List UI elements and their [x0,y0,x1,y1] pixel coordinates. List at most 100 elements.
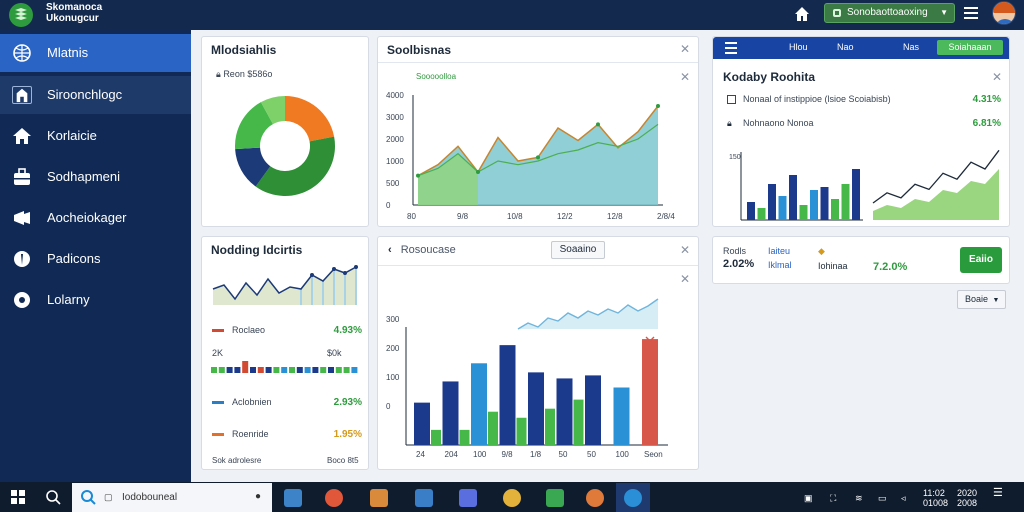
kpi-tab[interactable]: Nas [903,42,920,52]
tray-icon[interactable]: ▣ [804,493,813,503]
stat-block: Iaiteu Iklmal [768,246,792,270]
top-bar: Skomanoca Ukonugcur Sonobaottoaoxing ▼ [0,0,1024,30]
x-tick-label: 12/2 [557,212,573,221]
tray-icon[interactable]: ⛶ [830,493,837,503]
sidebar-item-korlaicie[interactable]: Korlaicie [0,117,191,155]
taskbar-app-icon[interactable] [586,489,604,507]
bar [459,429,470,445]
globe-icon [13,44,31,62]
taskbar-app-icon[interactable] [503,489,521,507]
area-chart: 4000 3000 2000 1000 500 0 Sooooolloa 80 9/8 10/8 1… [386,72,675,221]
stat-block: Rodls 2.02% [723,246,754,270]
hamburger-icon[interactable] [725,42,737,54]
search-icon[interactable] [45,489,61,505]
taskbar-search[interactable]: ▢ Iodobouneal ● [72,483,272,512]
x-tick-label: 24 [416,450,425,459]
close-icon[interactable]: ✕ [680,243,691,257]
strip-cell [218,367,225,373]
strip-cell [328,367,334,373]
x-tick-label: 50 [559,450,568,459]
close-icon[interactable]: ✕ [680,70,691,84]
start-menu-icon[interactable] [11,490,25,504]
card-title: Nodding Idcirtis [211,243,303,257]
bar-chart-card: ‹ Rosoucase Soaaino ✕ ✕ 300 200 100 0 24 204 1… [377,236,699,470]
user-avatar[interactable] [992,1,1016,25]
close-icon[interactable]: ✕ [680,272,691,286]
clock-extra: 2008 [957,498,978,508]
stats-action-button[interactable]: Eaiio [960,247,1002,273]
sidebar-item-label: Sodhapmeni [47,169,120,184]
taskbar-app-icon[interactable] [415,489,433,507]
x-tick-label: 50 [587,450,596,459]
checkbox-icon[interactable] [727,95,736,104]
kpi-tab[interactable]: Hlou [789,42,808,52]
clock-secondary[interactable]: 2020 2008 [957,488,977,508]
taskbar-app-icon[interactable] [325,489,343,507]
x-tick-label: 9/8 [457,212,469,221]
top-trend-line [517,298,659,330]
kpi-row: Nonaal of instippioe (lsioe Scoiabisb) 4… [723,94,1001,106]
trend-row-label: Roclaeo [232,325,266,335]
sparkline-line [212,266,357,301]
clock-year: 2020 [957,488,978,498]
home-icon [13,128,31,144]
bar [499,345,516,445]
clock-date: 01008 [923,498,949,508]
season-button[interactable]: Soaaino [551,241,605,259]
stat-value: Iklmal [768,260,792,270]
sidebar-item-label: Aocheiokager [47,210,127,225]
microphone-icon: ● [255,491,262,502]
sidebar-item-lolarny[interactable]: Lolarny [0,281,191,319]
trend-row: Roenride 1.95% [212,429,362,443]
compass-icon [14,292,30,308]
sidebar-item-sodhapmeni[interactable]: Sodhapmeni [0,158,191,196]
bar [573,399,584,445]
bar [488,411,498,445]
home-icon[interactable] [792,4,812,24]
stat-block: ◆ Iohinaa [818,246,848,271]
battery-icon[interactable]: ▭ [878,493,887,503]
taskbar-search-text: Iodobouneal [122,492,178,503]
data-point [536,155,540,160]
sidebar-item-mlatnis[interactable]: Mlatnis [0,34,191,72]
card-title: Kodaby Roohita [723,70,815,84]
strip-cell [343,367,350,373]
volume-icon[interactable]: ◃ [901,493,906,503]
taskbar-active-app[interactable] [616,483,650,512]
y-tick-label: 2000 [386,135,404,144]
kpi-cta-button[interactable]: Soiahaaan [937,40,1003,55]
legend-swatch [212,433,224,436]
sidebar-item-label: Mlatnis [47,45,89,60]
brand-line1: Skomanoca [46,2,103,13]
close-icon[interactable]: ✕ [992,70,1003,84]
donut-meta-label: Reon $586o [223,69,273,79]
environment-dropdown[interactable]: Sonobaottoaoxing ▼ [824,3,955,23]
footer-left: Sok adrolesre [212,456,262,465]
kpi-mini-chart: 150 [729,149,1000,221]
sort-dropdown[interactable]: Boaie ▼ [957,290,1006,309]
stat-value: Iohinaa [818,261,848,271]
taskbar-app-icon[interactable] [370,489,388,507]
close-icon[interactable]: ✕ [680,42,691,56]
bar [585,375,601,445]
wifi-icon[interactable]: ≋ [855,493,863,503]
x-tick-label: 80 [407,212,416,221]
clock-time: 11:02 [923,488,945,498]
taskbar-app-icon[interactable] [284,489,302,507]
donut-slice [235,147,271,187]
sidebar-item-aocheiokager[interactable]: Aocheiokager [0,199,191,237]
clock[interactable]: 11:02 01008 [923,488,948,508]
hamburger-menu-button[interactable] [962,4,980,22]
sidebar-item-padicons[interactable]: Padicons [0,240,191,278]
legend-swatch [212,401,224,404]
kpi-tab[interactable]: Nao [837,42,854,52]
kpi-card: Hlou Nao Nas Soiahaaan Kodaby Roohita ✕ … [712,36,1010,227]
notification-icon[interactable]: ☰ [993,487,1003,499]
back-link[interactable]: ‹ Rosoucase [388,244,456,256]
taskbar-app-icon[interactable] [459,489,477,507]
range-min: 2K [212,348,224,358]
sidebar-item-siroonchlogc[interactable]: Siroonchlogc [0,76,191,114]
card-title: Mlodsiahlis [211,43,277,57]
taskbar-app-icon[interactable] [546,489,564,507]
bar-chart: 300 200 100 0 24 204 100 9/8 1/8 50 50 100 Seon [386,298,668,459]
